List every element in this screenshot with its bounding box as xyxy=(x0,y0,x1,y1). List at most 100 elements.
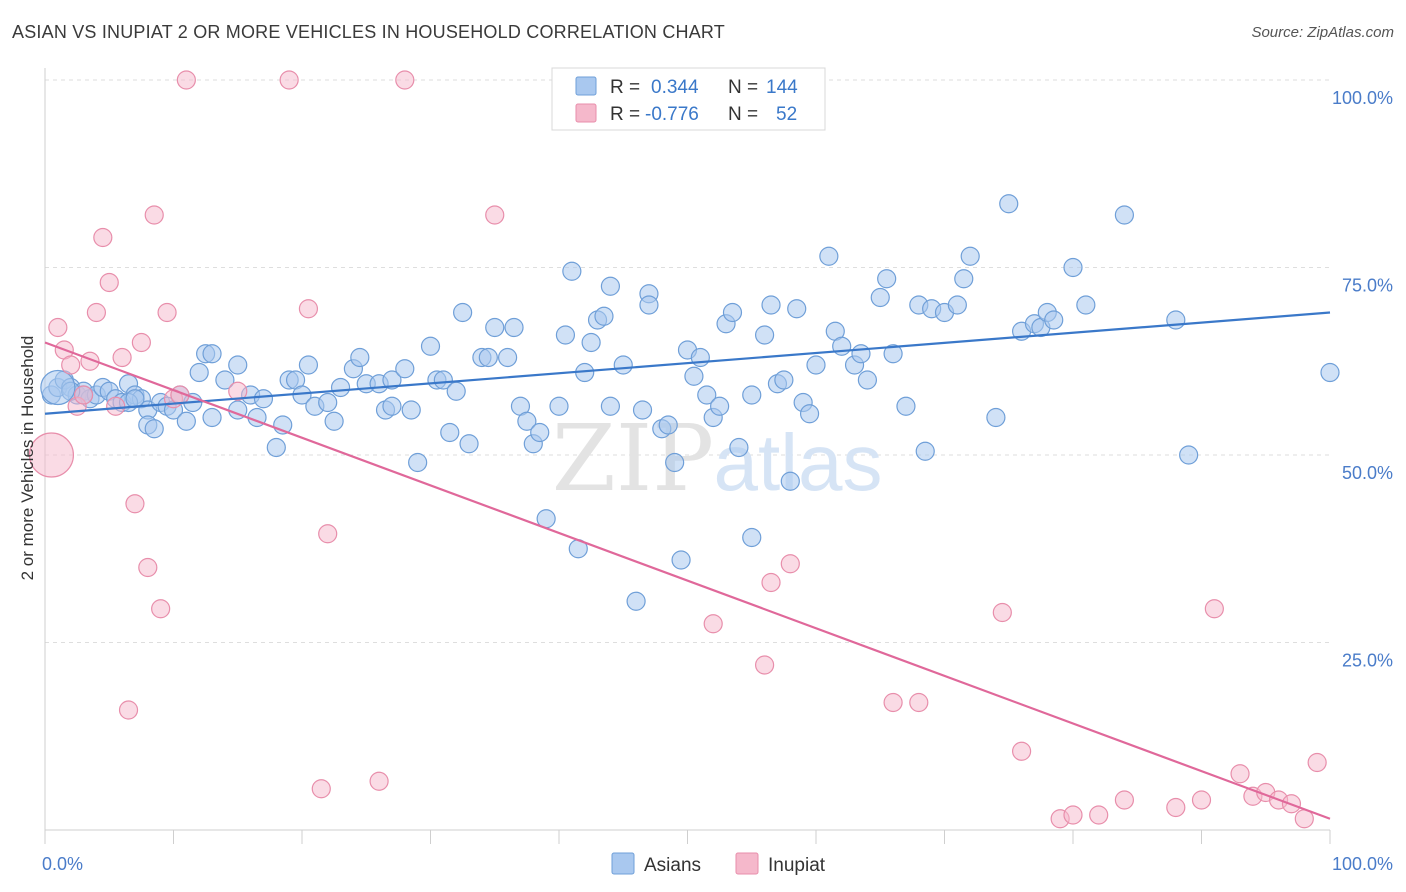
inupiat-point xyxy=(1166,797,1186,818)
inupiat-point xyxy=(228,381,248,401)
asians-point xyxy=(883,344,903,364)
tick-labels: 100.0% 75.0% 50.0% 25.0% 0.0% 100.0% xyxy=(42,88,1393,874)
inupiat-point xyxy=(28,432,75,478)
series-legend: Asians Inupiat xyxy=(611,852,826,876)
legend-r-value-inupiat: -0.776 xyxy=(645,104,699,125)
inupiat-point xyxy=(112,347,132,368)
y-axis-label: 2 or more Vehicles in Household xyxy=(18,336,37,581)
inupiat-point xyxy=(61,355,81,375)
y-tick-label: 100.0% xyxy=(1332,88,1393,108)
inupiat-point xyxy=(909,692,929,713)
asians-point xyxy=(530,422,550,443)
asians-point xyxy=(1320,362,1340,383)
inupiat-point xyxy=(369,771,389,791)
asians-point xyxy=(395,359,415,379)
inupiat-trend-line xyxy=(44,341,1331,820)
inupiat-point xyxy=(73,385,94,405)
asians-point xyxy=(774,370,794,390)
x-tick-label: 0.0% xyxy=(42,854,83,874)
asians-point xyxy=(176,411,196,431)
inupiat-point xyxy=(176,70,196,90)
asians-point xyxy=(722,302,743,323)
asians-point xyxy=(215,370,235,390)
asians-point xyxy=(697,385,717,405)
asians-point xyxy=(202,344,222,364)
asians-point xyxy=(562,261,582,281)
asians-point xyxy=(1063,257,1083,278)
asians-point xyxy=(780,471,800,491)
asians-point xyxy=(613,355,633,375)
asians-point xyxy=(433,370,453,390)
asians-point xyxy=(915,441,935,461)
legend-n-label-asians: N = xyxy=(728,77,758,98)
asians-point xyxy=(986,407,1006,428)
inupiat-point xyxy=(1089,805,1109,825)
y-tick-label: 25.0% xyxy=(1342,651,1393,671)
asians-point xyxy=(189,362,209,383)
asians-point xyxy=(742,527,762,548)
legend-r-value-asians: 0.344 xyxy=(651,77,699,98)
watermark: ZIP atlas xyxy=(552,405,883,512)
asians-point xyxy=(453,302,473,323)
asians-point xyxy=(504,317,524,338)
asians-point xyxy=(298,355,319,375)
asians-point xyxy=(710,396,730,416)
legend-swatch-asians xyxy=(575,76,597,96)
asians-point xyxy=(202,407,222,428)
inupiat-point xyxy=(318,524,338,544)
inupiat-point xyxy=(1011,741,1032,761)
inupiat-point xyxy=(703,614,723,634)
asians-point xyxy=(382,396,402,416)
asians-point xyxy=(729,437,749,458)
y-tick-label: 50.0% xyxy=(1342,463,1393,483)
asians-point xyxy=(870,287,890,308)
asians-point xyxy=(253,389,274,409)
asians-point xyxy=(754,325,775,345)
inupiat-point xyxy=(754,655,775,675)
bottom-legend-asians: Asians xyxy=(644,855,701,876)
watermark-zip: ZIP xyxy=(552,405,714,512)
asians-point xyxy=(266,437,286,458)
inupiat-point xyxy=(1230,764,1250,784)
asians-point xyxy=(555,325,576,345)
inupiat-point xyxy=(992,602,1012,623)
asians-point xyxy=(819,246,839,266)
asians-point xyxy=(420,336,441,356)
inupiat-point xyxy=(144,205,164,225)
asians-point xyxy=(125,389,145,409)
asians-point xyxy=(1179,445,1199,465)
inupiat-point xyxy=(1063,805,1083,825)
asians-point xyxy=(851,344,871,364)
inupiat-point xyxy=(1204,599,1224,619)
bottom-legend-inupiat: Inupiat xyxy=(768,855,826,876)
asians-point xyxy=(896,396,916,416)
asians-point xyxy=(954,269,974,289)
asians-point xyxy=(478,347,498,368)
inupiat-point xyxy=(106,396,126,416)
legend-n-value-asians: 144 xyxy=(766,77,798,98)
inupiat-point xyxy=(883,692,903,713)
asians-point xyxy=(877,269,897,289)
series-inupiat-points xyxy=(28,70,1327,829)
asians-point xyxy=(382,370,402,390)
inupiat-point xyxy=(761,572,781,593)
inupiat-point xyxy=(1191,790,1212,810)
source-label: Source: ZipAtlas.com xyxy=(1251,24,1394,41)
asians-point xyxy=(330,377,351,398)
inupiat-point xyxy=(93,227,113,248)
asians-point xyxy=(690,347,710,368)
asians-point xyxy=(485,317,505,338)
inupiat-point xyxy=(780,554,800,574)
asians-point xyxy=(1166,310,1186,330)
asians-point xyxy=(144,419,164,439)
asians-point xyxy=(350,347,370,368)
asians-point xyxy=(947,295,967,315)
asians-point xyxy=(665,452,685,473)
inupiat-point xyxy=(131,332,151,353)
asians-point xyxy=(594,306,614,326)
asians-point xyxy=(1114,205,1135,225)
asians-point xyxy=(787,299,807,319)
y-tick-label: 75.0% xyxy=(1342,276,1393,296)
inupiat-point xyxy=(311,779,331,799)
asians-point xyxy=(401,400,421,420)
